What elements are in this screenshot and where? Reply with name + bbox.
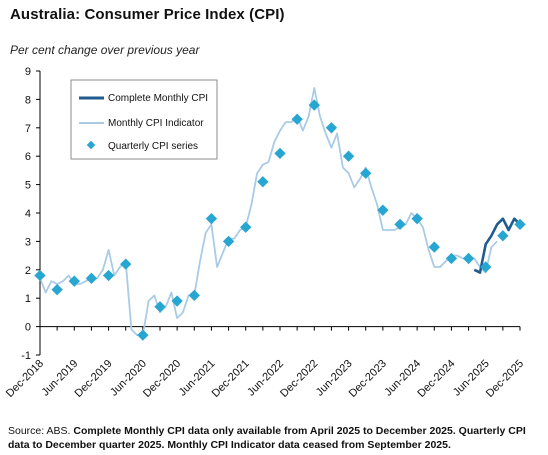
quarterly-point xyxy=(445,252,458,265)
quarterly-point xyxy=(325,122,338,134)
quarterly-point xyxy=(360,167,372,179)
quarterly-point xyxy=(394,218,406,231)
quarterly-point xyxy=(342,150,355,162)
y-tick-label: 9 xyxy=(25,66,31,78)
legend-label-complete-monthly: Complete Monthly CPI xyxy=(108,93,208,104)
x-tick-label: Dec-2021 xyxy=(210,358,252,400)
quarterly-point xyxy=(257,176,269,188)
y-tick-label: 2 xyxy=(25,265,31,277)
quarterly-point xyxy=(205,213,218,225)
y-tick-label: 0 xyxy=(25,322,31,334)
quarterly-point xyxy=(497,230,509,242)
quarterly-point xyxy=(291,113,303,125)
quarterly-point xyxy=(411,213,423,225)
quarterly-point xyxy=(377,204,389,216)
y-tick-label: 6 xyxy=(25,151,31,163)
legend-swatch-quarterly xyxy=(86,140,96,150)
x-tick-label: Dec-2022 xyxy=(278,358,320,400)
quarterly-point xyxy=(480,261,492,273)
x-axis: Dec-2018Jun-2019Dec-2019Jun-2020Dec-2020… xyxy=(4,326,526,400)
series-line-monthly-indicator xyxy=(39,87,498,337)
legend-label-quarterly: Quarterly CPI series xyxy=(108,141,198,152)
source-details: Complete Monthly CPI data only available… xyxy=(8,425,526,451)
y-tick-label: 8 xyxy=(25,94,31,106)
quarterly-point xyxy=(51,284,63,296)
quarterly-point xyxy=(137,329,149,341)
quarterly-point xyxy=(154,301,166,313)
x-tick-label: Dec-2019 xyxy=(72,358,114,400)
y-tick-label: 7 xyxy=(25,123,31,135)
source-prefix: Source: ABS. xyxy=(8,425,71,437)
series-layer xyxy=(34,87,526,341)
quarterly-point xyxy=(428,241,440,253)
quarterly-point xyxy=(462,252,475,265)
legend: Complete Monthly CPI Monthly CPI Indicat… xyxy=(70,79,218,160)
quarterly-point xyxy=(34,269,46,282)
quarterly-point xyxy=(171,295,183,307)
y-tick-label: 5 xyxy=(25,180,31,192)
series-line-complete-monthly xyxy=(473,217,521,274)
x-tick-label: Dec-2024 xyxy=(415,358,457,400)
quarterly-point xyxy=(120,258,132,270)
quarterly-point xyxy=(222,235,235,248)
source-note: Source: ABS. Complete Monthly CPI data o… xyxy=(8,424,540,452)
cpi-line-chart: -1 0 1 2 3 4 5 6 7 8 9 Dec-2018Jun-2019Dec-2019Jun… xyxy=(4,66,526,400)
y-axis: -1 0 1 2 3 4 5 6 7 8 9 xyxy=(21,66,41,362)
x-tick-label: Dec-2025 xyxy=(484,358,526,400)
y-tick-label: 4 xyxy=(25,208,31,220)
quarterly-point xyxy=(240,221,252,233)
legend-box xyxy=(70,79,218,160)
quarterly-point xyxy=(514,218,526,231)
chart-title: Australia: Consumer Price Index (CPI) xyxy=(10,6,285,23)
quarterly-point xyxy=(274,147,286,160)
quarterly-point xyxy=(188,289,200,302)
x-tick-label: Dec-2020 xyxy=(141,358,183,400)
y-tick-label: 3 xyxy=(25,236,31,248)
legend-label-monthly-indicator: Monthly CPI Indicator xyxy=(108,118,204,129)
y-tick-label: -1 xyxy=(21,350,31,362)
x-tick-label: Dec-2023 xyxy=(347,358,389,400)
x-tick-label: Dec-2018 xyxy=(4,358,46,400)
quarterly-point xyxy=(85,272,98,284)
chart-subtitle: Per cent change over previous year xyxy=(10,43,200,57)
y-tick-label: 1 xyxy=(25,293,31,305)
